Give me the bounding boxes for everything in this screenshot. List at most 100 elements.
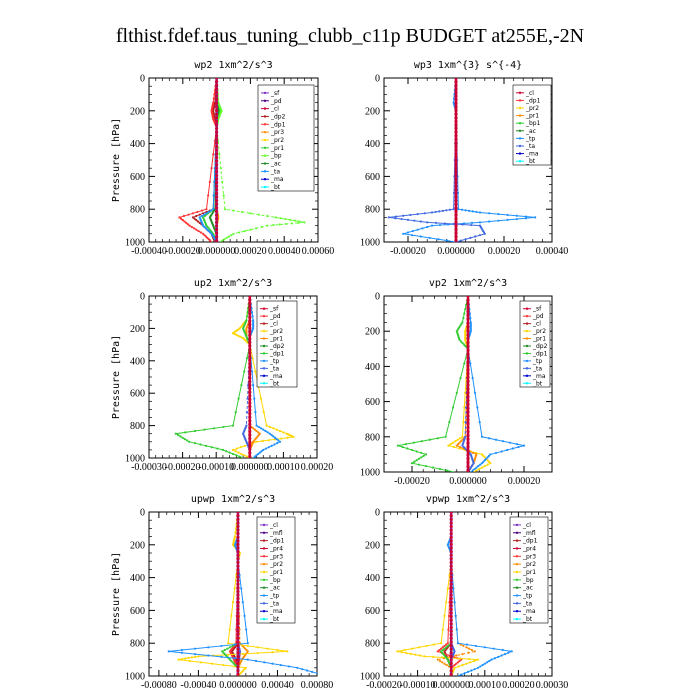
y-tick-label: 800 (365, 639, 380, 650)
series-point (315, 672, 317, 675)
series-point (181, 436, 184, 439)
series-point (167, 650, 170, 653)
zero-profile-point (248, 330, 252, 334)
series-point (449, 443, 452, 446)
legend-label: _pd (270, 98, 282, 105)
series-point (468, 647, 471, 650)
zero-profile-point (449, 560, 453, 565)
zero-profile-point (449, 643, 453, 648)
y-tick-label: 600 (365, 172, 380, 183)
series-point (205, 208, 208, 211)
zero-profile-point (215, 148, 219, 152)
series-point (231, 448, 235, 451)
zero-profile-point (215, 217, 219, 221)
legend-marker (263, 91, 267, 95)
x-tick-label: 0.00030 (536, 680, 569, 691)
series-group (396, 512, 514, 676)
zero-profile-point (449, 669, 453, 673)
legend-marker (515, 523, 519, 527)
y-tick-label: 1000 (360, 468, 380, 479)
y-tick-label: 200 (130, 106, 145, 117)
series-point (256, 651, 259, 655)
series-point (230, 234, 233, 237)
zero-profile-point (236, 586, 240, 590)
zero-profile-point (248, 312, 252, 316)
series-point (230, 614, 233, 617)
y-tick-label: 0 (140, 508, 145, 519)
legend-label: _ma (269, 373, 283, 380)
series-point (234, 531, 237, 534)
series-point (278, 429, 282, 433)
series-point (483, 459, 486, 462)
legend-label: _dp1 (269, 350, 285, 357)
zero-profile-point (248, 408, 252, 412)
series-point (254, 227, 258, 230)
zero-profile-point (248, 454, 252, 458)
zero-profile-point (466, 441, 470, 445)
series-point (255, 454, 258, 457)
zero-profile-point (466, 445, 470, 449)
zero-profile-point (454, 116, 458, 120)
series-point (207, 210, 210, 214)
series-point (500, 654, 503, 657)
legend-label: _pr1 (269, 569, 283, 576)
legend-marker (518, 144, 522, 148)
series-point (210, 167, 213, 170)
series-point (284, 222, 287, 226)
series-point (469, 661, 472, 664)
legend-marker (263, 107, 267, 110)
series-point (180, 651, 184, 654)
series-point (204, 227, 207, 230)
series-point (239, 672, 242, 675)
panel-3: vp2 1xm^2/s^3 -0.00020 0.000000 0.00020 0 200… (360, 278, 553, 487)
series-point (468, 312, 471, 315)
series-point (438, 467, 442, 471)
zero-profile-point (236, 636, 240, 640)
series-point (447, 628, 450, 631)
series-point (207, 646, 210, 649)
legend-marker (515, 610, 519, 613)
series-line-tp (467, 296, 525, 472)
zero-profile-point (215, 155, 219, 159)
zero-profile-point (215, 134, 219, 138)
series-point (195, 214, 198, 218)
series-point (455, 628, 458, 631)
y-tick-label: 800 (365, 432, 380, 443)
series-point (218, 153, 221, 156)
legend-marker (263, 162, 267, 165)
y-tick-label: 400 (365, 139, 380, 150)
zero-profile-point (466, 356, 470, 360)
legend-box (509, 516, 549, 624)
zero-profile-point (449, 532, 453, 536)
zero-profile-point (248, 401, 252, 405)
series-point (411, 229, 414, 233)
zero-profile-point (449, 611, 453, 615)
legend-marker (262, 594, 266, 597)
series-point (243, 668, 246, 671)
series-point (462, 445, 465, 449)
zero-profile-point (248, 372, 252, 377)
zero-profile-point (466, 387, 470, 391)
zero-profile-point (215, 141, 219, 145)
series-point (464, 308, 467, 311)
series-point (461, 435, 464, 438)
panel-title: upwp 1xm^2/s^3 (191, 494, 275, 505)
series-line-pr2 (436, 512, 477, 676)
zero-profile-point (454, 181, 458, 185)
series-point (212, 153, 215, 156)
series-point (256, 646, 259, 649)
series-point (249, 212, 252, 215)
series-point (479, 463, 482, 466)
zero-profile-point (449, 578, 453, 583)
x-tick-label: 0.000000 (432, 680, 470, 691)
x-tick-label: -0.00030 (131, 462, 167, 473)
y-tick-label: 200 (130, 540, 145, 551)
series-point (489, 462, 492, 465)
series-point (453, 663, 456, 667)
series-point (216, 447, 219, 450)
zero-profile-point (236, 615, 240, 619)
legend-label: _ta (532, 365, 542, 372)
series-point (445, 601, 448, 604)
zero-profile-point (454, 123, 458, 127)
series-point (226, 653, 230, 656)
